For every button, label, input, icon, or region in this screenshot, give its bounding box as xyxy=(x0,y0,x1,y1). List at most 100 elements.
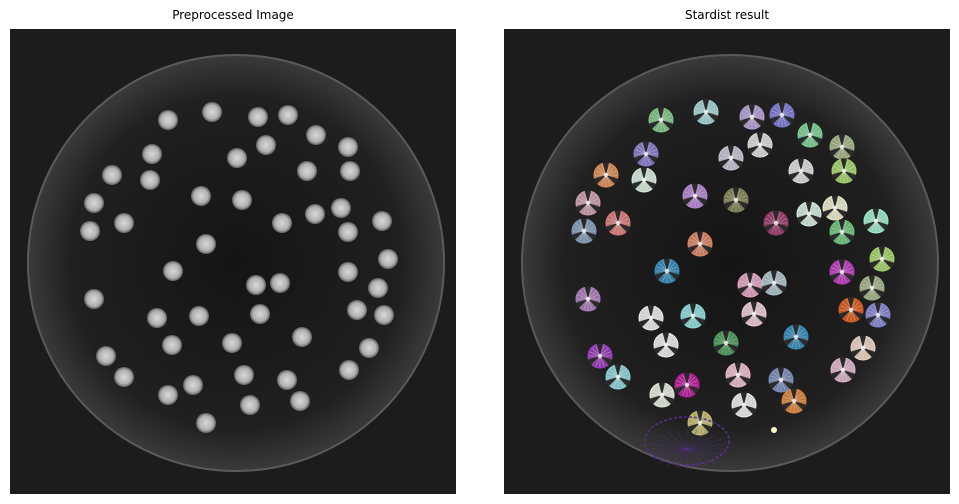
colony-blob xyxy=(270,273,290,293)
stardist-result-image xyxy=(521,54,939,472)
colony-blob xyxy=(196,234,216,254)
colony-blob xyxy=(246,275,266,295)
segmentation-star-polygon xyxy=(850,335,876,361)
preprocessed-image-panel xyxy=(10,29,456,494)
segmentation-star-polygon xyxy=(763,210,789,236)
colony-blob xyxy=(191,186,211,206)
colony-blob xyxy=(196,413,216,433)
segmentation-star-polygon xyxy=(731,392,757,418)
colony-blob xyxy=(140,170,160,190)
colony-blob xyxy=(368,278,388,298)
segmentation-star-polygon xyxy=(869,246,895,272)
segmentation-star-polygon xyxy=(575,190,601,216)
segmentation-star-polygon xyxy=(829,134,855,160)
colony-blob xyxy=(234,365,254,385)
colony-blob xyxy=(240,395,260,415)
colony-blob xyxy=(114,213,134,233)
false-detection-rays xyxy=(647,429,727,469)
colony-blob xyxy=(331,198,351,218)
colony-blob xyxy=(96,346,116,366)
segmentation-star-polygon xyxy=(638,305,664,331)
colony-blob xyxy=(290,391,310,411)
segmentation-star-polygon xyxy=(769,102,795,128)
segmentation-star-polygon xyxy=(788,158,814,184)
segmentation-star-polygon xyxy=(648,107,674,133)
colony-blob xyxy=(232,190,252,210)
segmentation-star-polygon xyxy=(783,324,809,350)
colony-blob xyxy=(222,333,242,353)
colony-blob xyxy=(306,125,326,145)
segmentation-star-polygon xyxy=(693,99,719,125)
colony-blob xyxy=(147,308,167,328)
segmentation-star-polygon xyxy=(830,357,856,383)
segmentation-star-polygon xyxy=(737,272,763,298)
colony-blob xyxy=(339,360,359,380)
colony-blob xyxy=(305,204,325,224)
segmentation-star-polygon xyxy=(631,167,657,193)
colony-blob xyxy=(372,211,392,231)
colony-blob xyxy=(227,148,247,168)
colony-blob xyxy=(163,261,183,281)
segmentation-star-polygon xyxy=(587,343,613,369)
colony-blob xyxy=(189,306,209,326)
colony-blob xyxy=(248,107,268,127)
colony-blob xyxy=(338,222,358,242)
colony-blob xyxy=(278,105,298,125)
colony-blob xyxy=(84,193,104,213)
right-panel-title: Stardist result xyxy=(684,8,770,22)
colony-blob xyxy=(340,161,360,181)
segmentation-star-polygon xyxy=(747,132,773,158)
small-artifact xyxy=(771,427,777,433)
segmentation-star-polygon xyxy=(761,270,787,296)
colony-blob xyxy=(202,102,222,122)
segmentation-star-polygon xyxy=(633,141,659,167)
stardist-result-panel xyxy=(504,29,950,494)
colony-blob xyxy=(183,375,203,395)
colony-blob xyxy=(297,161,317,181)
colony-blob xyxy=(250,304,270,324)
segmentation-star-polygon xyxy=(674,372,700,398)
colony-blob xyxy=(374,305,394,325)
segmentation-star-polygon xyxy=(571,218,597,244)
segmentation-star-polygon xyxy=(605,210,631,236)
segmentation-star-polygon xyxy=(831,158,857,184)
colony-blob xyxy=(272,213,292,233)
colony-blob xyxy=(378,249,398,269)
segmentation-star-polygon xyxy=(863,208,889,234)
colony-blob xyxy=(158,385,178,405)
segmentation-star-polygon xyxy=(859,275,885,301)
segmentation-star-polygon xyxy=(682,183,708,209)
segmentation-star-polygon xyxy=(575,286,601,312)
segmentation-star-polygon xyxy=(713,330,739,356)
segmentation-star-polygon xyxy=(718,145,744,171)
preprocessed-image xyxy=(27,54,445,472)
segmentation-star-polygon xyxy=(829,219,855,245)
colony-blob xyxy=(114,367,134,387)
colony-blob xyxy=(162,335,182,355)
colony-blob xyxy=(277,370,297,390)
segmentation-star-polygon xyxy=(593,162,619,188)
colony-blob xyxy=(102,165,122,185)
segmentation-star-polygon xyxy=(797,122,823,148)
colony-blob xyxy=(347,300,367,320)
segmentation-star-polygon xyxy=(865,302,891,328)
segmentation-star-polygon xyxy=(654,258,680,284)
colony-blob xyxy=(158,110,178,130)
segmentation-star-polygon xyxy=(687,410,713,436)
segmentation-star-polygon xyxy=(822,195,848,221)
colony-blob xyxy=(338,262,358,282)
left-panel-title: Preprocessed Image xyxy=(172,8,294,22)
segmentation-star-polygon xyxy=(605,364,631,390)
colony-blob xyxy=(338,137,358,157)
segmentation-star-polygon xyxy=(741,301,767,327)
segmentation-star-polygon xyxy=(829,259,855,285)
colony-blob xyxy=(292,327,312,347)
segmentation-star-polygon xyxy=(739,104,765,130)
colony-blob xyxy=(359,338,379,358)
segmentation-star-polygon xyxy=(781,388,807,414)
colony-blob xyxy=(142,144,162,164)
segmentation-star-polygon xyxy=(725,362,751,388)
segmentation-star-polygon xyxy=(680,303,706,329)
colony-blob xyxy=(256,135,276,155)
segmentation-star-polygon xyxy=(649,382,675,408)
